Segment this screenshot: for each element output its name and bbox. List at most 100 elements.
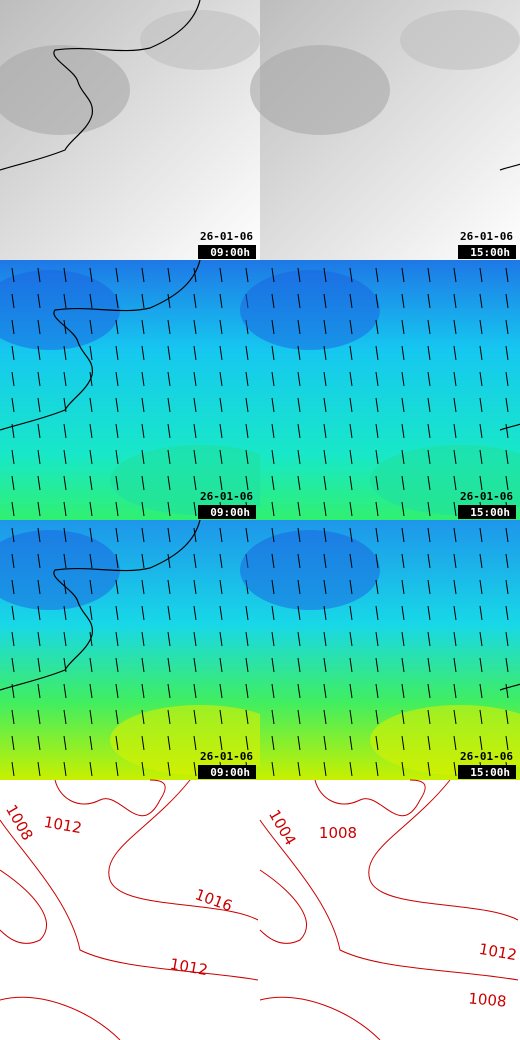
wind-arrow bbox=[505, 345, 509, 361]
wind-arrow bbox=[115, 475, 119, 491]
wind-arrow bbox=[427, 605, 431, 621]
wind-arrow bbox=[11, 761, 15, 777]
wind-arrow bbox=[375, 319, 379, 335]
wind-arrow bbox=[11, 501, 15, 517]
wind-arrow bbox=[323, 475, 327, 491]
wind-arrow bbox=[297, 423, 301, 439]
wind-arrow bbox=[63, 423, 67, 439]
wind-arrow bbox=[323, 345, 327, 361]
wind-arrow bbox=[375, 267, 379, 283]
wind-arrow bbox=[505, 579, 509, 595]
wind-arrow bbox=[37, 345, 41, 361]
wind-arrow bbox=[245, 449, 249, 465]
wind-arrow bbox=[427, 397, 431, 413]
wind-arrow bbox=[297, 709, 301, 725]
wind-arrow bbox=[453, 657, 457, 673]
wind-arrow bbox=[89, 683, 93, 699]
wind-arrow bbox=[37, 631, 41, 647]
wind-arrow bbox=[479, 631, 483, 647]
time-label: 15:00h bbox=[470, 506, 510, 519]
wind-arrow bbox=[89, 397, 93, 413]
wind-arrow bbox=[193, 319, 197, 335]
wind-arrow bbox=[141, 501, 145, 517]
wind-arrow bbox=[37, 683, 41, 699]
wind-arrow bbox=[63, 605, 67, 621]
wind-arrow bbox=[167, 527, 171, 543]
wind-arrow bbox=[323, 267, 327, 283]
wind-arrow bbox=[11, 449, 15, 465]
wind-arrow bbox=[141, 553, 145, 569]
wind-arrow bbox=[89, 423, 93, 439]
wind-arrow bbox=[89, 735, 93, 751]
time-label: 09:00h bbox=[210, 506, 250, 519]
wind-arrow bbox=[271, 553, 275, 569]
wind-arrow bbox=[505, 709, 509, 725]
wind-arrow bbox=[245, 345, 249, 361]
wind-arrow bbox=[89, 527, 93, 543]
wind-arrow bbox=[479, 709, 483, 725]
wind-arrow bbox=[349, 319, 353, 335]
map-panel: 26-01-06 09:00h bbox=[0, 519, 290, 780]
wind-arrow bbox=[37, 293, 41, 309]
wind-arrow bbox=[167, 371, 171, 387]
wind-arrow bbox=[479, 553, 483, 569]
cloud bbox=[0, 45, 130, 135]
wind-arrow bbox=[219, 605, 223, 621]
wind-arrow bbox=[141, 735, 145, 751]
wind-arrow bbox=[479, 449, 483, 465]
wind-arrow bbox=[37, 371, 41, 387]
wind-arrow bbox=[167, 501, 171, 517]
wind-arrow bbox=[349, 527, 353, 543]
wind-arrow bbox=[375, 501, 379, 517]
isobar-line bbox=[259, 819, 519, 981]
wind-arrow bbox=[219, 449, 223, 465]
wind-arrow bbox=[323, 579, 327, 595]
wind-arrow bbox=[193, 345, 197, 361]
wind-arrow bbox=[271, 319, 275, 335]
wind-arrow bbox=[271, 475, 275, 491]
wind-arrow bbox=[401, 319, 405, 335]
wind-arrow bbox=[453, 397, 457, 413]
wind-arrow bbox=[193, 631, 197, 647]
wind-arrow bbox=[115, 423, 119, 439]
wind-arrow bbox=[167, 735, 171, 751]
wind-arrow bbox=[323, 371, 327, 387]
wind-arrow bbox=[453, 527, 457, 543]
wind-arrow bbox=[505, 527, 509, 543]
wind-arrow bbox=[453, 345, 457, 361]
date-label: 26-01-06 bbox=[460, 750, 513, 763]
wind-arrow bbox=[115, 293, 119, 309]
wind-arrow bbox=[375, 579, 379, 595]
isobar-label: 1008 bbox=[468, 989, 508, 1010]
wind-arrow bbox=[63, 709, 67, 725]
wind-arrow bbox=[375, 475, 379, 491]
wind-arrow bbox=[349, 683, 353, 699]
wind-arrow bbox=[427, 527, 431, 543]
wind-arrow bbox=[167, 423, 171, 439]
wind-arrow bbox=[479, 423, 483, 439]
wind-arrow bbox=[245, 683, 249, 699]
wind-arrow bbox=[11, 657, 15, 673]
wind-arrow bbox=[37, 605, 41, 621]
wind-arrow bbox=[245, 709, 249, 725]
wind-arrow bbox=[453, 579, 457, 595]
wind-arrow bbox=[141, 293, 145, 309]
date-label: 26-01-06 bbox=[200, 230, 253, 243]
wind-arrow bbox=[167, 267, 171, 283]
cloud bbox=[140, 10, 260, 70]
wind-arrow bbox=[115, 709, 119, 725]
wind-arrow bbox=[401, 631, 405, 647]
wind-arrow bbox=[245, 631, 249, 647]
wind-arrow bbox=[219, 553, 223, 569]
wind-arrow bbox=[37, 553, 41, 569]
wind-arrow bbox=[505, 423, 509, 439]
wind-arrow bbox=[271, 293, 275, 309]
wind-arrow bbox=[453, 449, 457, 465]
wind-arrow bbox=[63, 631, 67, 647]
wind-arrow bbox=[193, 579, 197, 595]
wind-arrow bbox=[479, 371, 483, 387]
wind-arrow bbox=[63, 735, 67, 751]
wind-zone bbox=[110, 445, 290, 515]
wind-arrow bbox=[11, 735, 15, 751]
wind-arrow bbox=[375, 553, 379, 569]
